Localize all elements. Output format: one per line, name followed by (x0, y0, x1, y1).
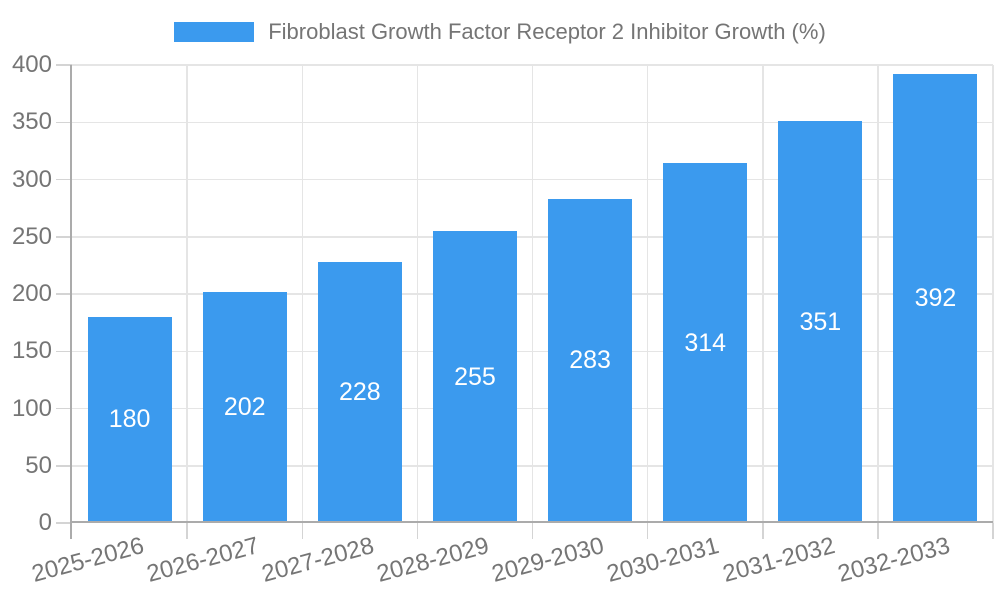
y-axis-tick (56, 465, 72, 467)
bar-value-label: 283 (569, 346, 611, 375)
y-tick-label: 50 (25, 451, 52, 479)
x-axis-tick (646, 523, 649, 539)
x-gridline (762, 65, 764, 523)
y-tick-label: 350 (11, 108, 52, 136)
bar-2026-2027[interactable]: 202 (202, 291, 287, 523)
x-gridline (416, 65, 419, 523)
legend-label: Fibroblast Growth Factor Receptor 2 Inhi… (268, 19, 826, 44)
y-axis-tick (56, 178, 72, 181)
y-axis-tick (56, 293, 72, 295)
bar-2025-2026[interactable]: 180 (87, 316, 172, 523)
bar-2028-2029[interactable]: 255 (432, 231, 517, 523)
x-tick-label: 2030-2031 (604, 532, 723, 588)
x-axis-tick (762, 523, 764, 539)
x-tick-label: 2025-2026 (28, 532, 147, 588)
y-tick-label: 300 (11, 165, 52, 193)
x-axis-line (72, 521, 993, 523)
x-axis-tick (877, 523, 879, 539)
x-axis-tick (416, 523, 419, 539)
chart-legend[interactable]: Fibroblast Growth Factor Receptor 2 Inhi… (0, 18, 1000, 46)
y-tick-label: 250 (11, 222, 52, 250)
y-axis-tick (56, 522, 72, 524)
bar-value-label: 351 (799, 307, 842, 336)
bar-value-label: 255 (454, 362, 496, 391)
bar-value-label: 314 (684, 328, 727, 357)
x-axis-tick (531, 523, 534, 539)
x-gridline (186, 65, 188, 523)
bar-2032-2033[interactable]: 392 (893, 74, 978, 523)
x-tick-label: 2029-2030 (489, 532, 608, 588)
x-gridline (992, 65, 994, 523)
y-tick-label: 400 (11, 51, 52, 78)
bar-value-label: 202 (223, 392, 266, 421)
y-tick-label: 0 (38, 509, 52, 536)
x-gridline (531, 65, 534, 523)
x-gridline (301, 65, 303, 523)
x-tick-label: 2027-2028 (258, 532, 377, 588)
bar-2030-2031[interactable]: 314 (663, 163, 748, 523)
x-axis-tick (301, 523, 303, 539)
x-axis-tick (186, 523, 188, 539)
y-axis-line (70, 65, 72, 539)
y-axis-tick (56, 236, 72, 238)
x-tick-label: 2026-2027 (143, 532, 262, 588)
legend-swatch (174, 22, 255, 42)
x-axis-tick (992, 523, 994, 539)
y-tick-label: 150 (11, 337, 52, 365)
bar-2031-2032[interactable]: 351 (778, 121, 863, 523)
y-axis-tick (56, 350, 72, 352)
x-gridline (646, 65, 649, 523)
bar-value-label: 180 (108, 405, 151, 434)
x-tick-label: 2031-2032 (719, 532, 838, 588)
y-tick-label: 200 (11, 280, 52, 307)
bar-value-label: 392 (914, 284, 957, 313)
bar-2029-2030[interactable]: 283 (548, 198, 633, 523)
bar-2027-2028[interactable]: 228 (317, 261, 402, 523)
y-axis-tick (56, 407, 72, 410)
y-axis-tick (56, 121, 72, 123)
x-tick-label: 2032-2033 (834, 532, 953, 588)
x-tick-label: 2028-2029 (374, 532, 492, 588)
bar-value-label: 228 (338, 377, 381, 406)
y-axis-tick (56, 64, 72, 66)
x-gridline (877, 65, 879, 523)
y-tick-label: 100 (11, 394, 52, 422)
